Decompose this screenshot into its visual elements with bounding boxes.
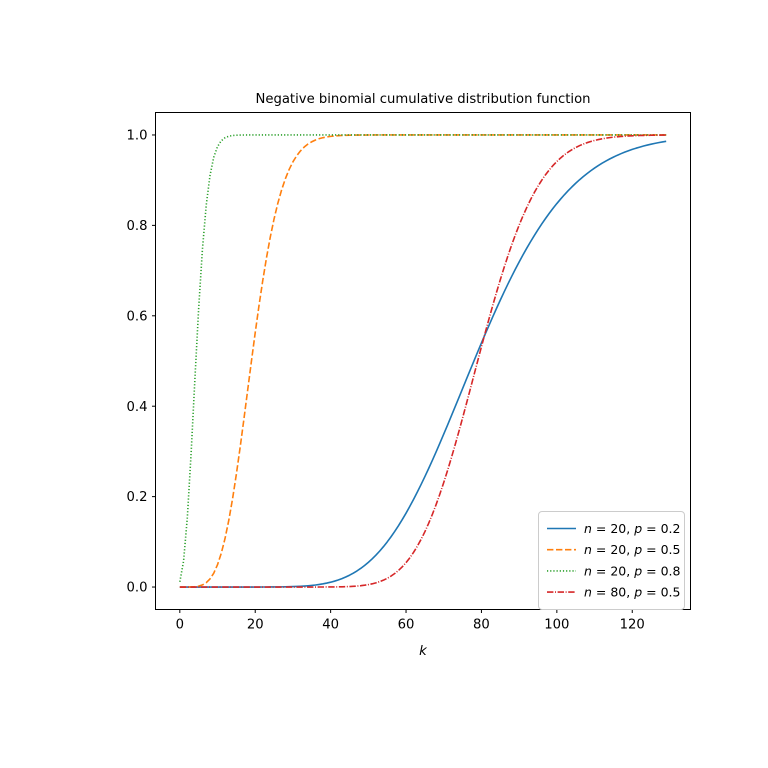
legend-label-0: n = 20, p = 0.2 <box>584 521 680 536</box>
legend-box <box>538 511 685 610</box>
y-tick-label: 1.0 <box>127 129 148 144</box>
x-tick-label: 40 <box>322 618 339 633</box>
y-tick-label: 0.2 <box>127 490 148 505</box>
series-line-3 <box>179 134 667 588</box>
legend-label-2: n = 20, p = 0.8 <box>584 563 681 578</box>
x-tick-label: 0 <box>176 618 184 633</box>
legend-label-3: n = 80, p = 0.5 <box>584 585 680 600</box>
x-tick-label: 100 <box>544 618 569 633</box>
x-axis-ticks: 0 20 40 60 80 100 120 <box>176 609 645 633</box>
x-tick-label: 60 <box>398 618 415 633</box>
x-tick-label: 20 <box>247 618 264 633</box>
data-series-group <box>179 134 667 588</box>
y-tick-label: 0.0 <box>127 581 148 596</box>
legend-label-1: n = 20, p = 0.5 <box>584 542 680 557</box>
series-line-0 <box>179 140 667 588</box>
x-tick-label: 80 <box>473 618 490 633</box>
x-tick-label: 120 <box>620 618 645 633</box>
axes-frame <box>155 112 691 610</box>
y-axis-ticks: 0.0 0.2 0.4 0.6 0.8 1.0 <box>127 129 156 596</box>
y-tick-label: 0.8 <box>127 219 148 234</box>
x-axis-label: k <box>419 644 428 659</box>
chart-title: Negative binomial cumulative distributio… <box>256 92 591 107</box>
y-tick-label: 0.6 <box>127 309 148 324</box>
y-tick-label: 0.4 <box>127 400 148 415</box>
chart-legend[interactable]: n = 20, p = 0.2 n = 20, p = 0.5 n = 20, p … <box>538 511 685 610</box>
series-line-1 <box>179 134 667 588</box>
